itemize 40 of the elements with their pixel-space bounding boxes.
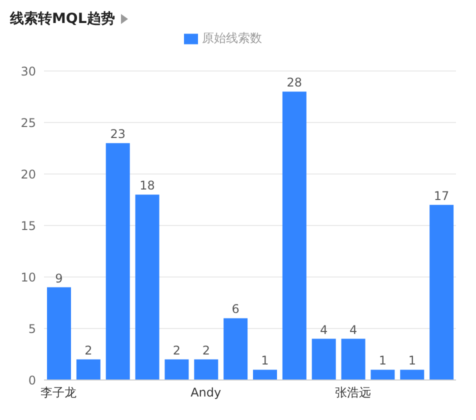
bar (76, 359, 100, 380)
bar (312, 338, 336, 380)
bar (370, 370, 395, 380)
bar (400, 370, 424, 380)
y-tick-label: 20 (20, 167, 36, 182)
bar (224, 318, 248, 380)
data-label: 9 (55, 271, 63, 286)
data-label: 17 (434, 188, 450, 203)
y-tick-label: 25 (20, 116, 36, 130)
data-label: 6 (232, 302, 240, 316)
data-label: 2 (84, 343, 92, 358)
bar (282, 92, 306, 380)
y-tick-label: 30 (20, 64, 36, 78)
data-label: 23 (110, 127, 126, 142)
data-label: 2 (172, 343, 181, 358)
x-tick-label: Andy (190, 386, 222, 400)
bar (341, 338, 366, 380)
data-label: 1 (261, 354, 269, 368)
y-tick-label: 0 (28, 373, 36, 388)
x-tick-label: 张浩远 (335, 386, 371, 400)
y-tick-label: 15 (20, 218, 36, 233)
data-label: 4 (349, 322, 358, 337)
data-label: 2 (202, 343, 210, 358)
y-tick-label: 10 (20, 270, 36, 284)
bar (135, 194, 160, 380)
legend-label: 原始线索数 (202, 31, 262, 45)
y-tick-label: 5 (28, 322, 36, 336)
bar (47, 287, 71, 380)
data-label: 18 (140, 178, 155, 193)
data-label: 4 (320, 322, 328, 337)
bar (253, 370, 277, 380)
bar (164, 359, 189, 380)
bar (194, 359, 218, 380)
data-label: 1 (378, 354, 387, 368)
bar (106, 143, 130, 380)
x-tick-label: 李子龙 (40, 386, 77, 400)
data-label: 1 (408, 354, 416, 368)
chart-title: 线索转MQL趋势 (10, 10, 115, 28)
bar (430, 204, 454, 380)
data-label: 28 (286, 76, 302, 90)
